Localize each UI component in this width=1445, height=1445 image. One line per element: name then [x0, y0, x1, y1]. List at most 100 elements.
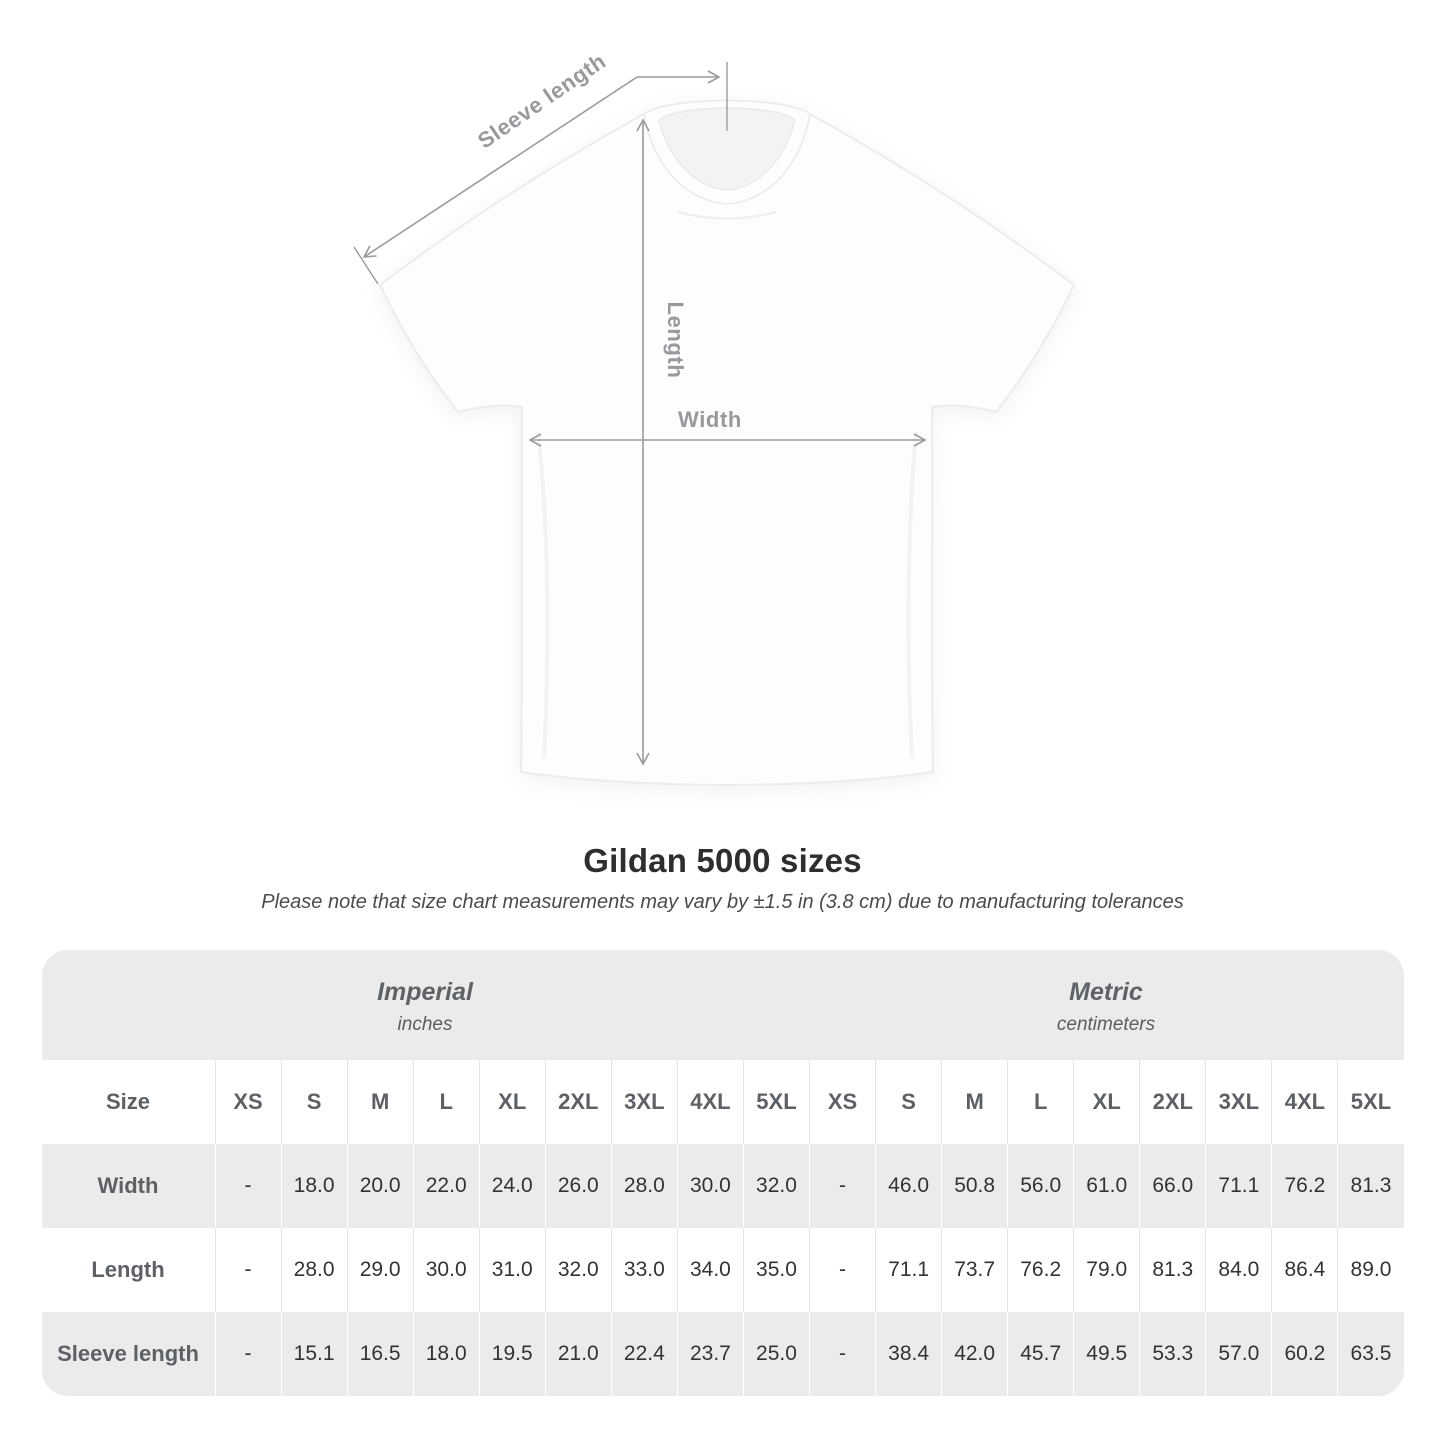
measurement-value: 29.0 — [346, 1228, 413, 1312]
measurement-value: 63.5 — [1337, 1312, 1403, 1396]
measurement-value: 33.0 — [610, 1228, 677, 1312]
measurement-value: 35.0 — [742, 1228, 809, 1312]
measurement-value: 19.5 — [478, 1312, 545, 1396]
measurement-value: 71.1 — [875, 1228, 941, 1312]
size-header-imperial-4xl: 4XL — [676, 1060, 743, 1144]
measurement-value: 20.0 — [346, 1144, 413, 1228]
measurement-value: 86.4 — [1271, 1228, 1337, 1312]
size-header-metric-3xl: 3XL — [1205, 1060, 1271, 1144]
measurement-value: 38.4 — [875, 1312, 941, 1396]
fold-shadow-right — [906, 431, 918, 759]
page-title: Gildan 5000 sizes — [583, 842, 862, 879]
size-header-metric-m: M — [941, 1060, 1007, 1144]
measurement-value: 31.0 — [478, 1228, 545, 1312]
measurement-value: 46.0 — [875, 1144, 941, 1228]
size-header-imperial-5xl: 5XL — [742, 1060, 809, 1144]
measurement-value: 53.3 — [1139, 1312, 1205, 1396]
measurement-value: 18.0 — [412, 1312, 479, 1396]
measurement-value: 15.1 — [280, 1312, 347, 1396]
measurement-value: 45.7 — [1007, 1312, 1073, 1396]
tshirt-measurement-diagram: Length Width Sleeve length — [353, 48, 1076, 787]
measurement-value: 18.0 — [280, 1144, 347, 1228]
measurement-value: 22.4 — [610, 1312, 677, 1396]
measurement-value: 76.2 — [1271, 1144, 1337, 1228]
size-header-metric-l: L — [1007, 1060, 1073, 1144]
measurement-value: 71.1 — [1205, 1144, 1271, 1228]
size-chart-table: Imperial inches Metric centimeters Size … — [41, 950, 1404, 1396]
measurement-value: 56.0 — [1007, 1144, 1073, 1228]
unit-group-imperial: Imperial inches — [42, 950, 809, 1060]
measurement-rows: Width -18.0 20.0 22.0 24.0 26.0 28.0 30.0 32.0-4… — [41, 1144, 1404, 1396]
measurement-value: 60.2 — [1271, 1312, 1337, 1396]
measurement-value: 24.0 — [478, 1144, 545, 1228]
measurement-value: - — [809, 1144, 875, 1228]
measurement-value: 81.3 — [1337, 1144, 1403, 1228]
measurement-row-length: Length -28.0 29.0 30.0 31.0 32.0 33.0 34.0 35.0-… — [41, 1228, 1404, 1312]
measurement-value: 21.0 — [544, 1312, 611, 1396]
width-label: Width — [678, 407, 742, 432]
size-header-metric-2xl: 2XL — [1139, 1060, 1205, 1144]
measurement-value: 30.0 — [412, 1228, 479, 1312]
size-header-row: Size XS S M L XL 2XL 3XL 4XL 5XL XS S M L XL 2XL 3XL 4XL… — [41, 1060, 1404, 1144]
measurement-value: 66.0 — [1139, 1144, 1205, 1228]
size-header-imperial-xl: XL — [478, 1060, 545, 1144]
size-header-metric-xl: XL — [1073, 1060, 1139, 1144]
measurement-row-width: Width -18.0 20.0 22.0 24.0 26.0 28.0 30.0 32.0-4… — [41, 1144, 1404, 1228]
row-label: Width — [97, 1173, 159, 1198]
measurement-value: 28.0 — [280, 1228, 347, 1312]
measurement-value: 73.7 — [941, 1228, 1007, 1312]
tshirt-diagram-svg: Length Width Sleeve length — [353, 48, 1076, 787]
metric-group-unit: centimeters — [1056, 1014, 1156, 1035]
title-block: Gildan 5000 sizes Please note that size … — [0, 842, 1445, 914]
unit-group-metric: Metric centimeters — [809, 950, 1404, 1060]
measurement-value: 61.0 — [1073, 1144, 1139, 1228]
measurement-value: 34.0 — [676, 1228, 743, 1312]
size-header-metric-xs: XS — [809, 1060, 875, 1144]
measurement-value: - — [214, 1228, 281, 1312]
unit-group-row: Imperial inches Metric centimeters — [41, 950, 1404, 1060]
measurement-value: - — [809, 1312, 875, 1396]
sleeve-length-dimension-line — [362, 70, 721, 258]
measurement-value: 79.0 — [1073, 1228, 1139, 1312]
sleeve-extension-tick — [353, 246, 379, 285]
measurement-value: - — [214, 1312, 281, 1396]
size-header-metric-4xl: 4XL — [1271, 1060, 1337, 1144]
size-header-imperial-l: L — [412, 1060, 479, 1144]
measurement-value: 28.0 — [610, 1144, 677, 1228]
size-column-header: Size — [105, 1089, 151, 1114]
measurement-value: 26.0 — [544, 1144, 611, 1228]
row-label: Sleeve length — [57, 1341, 199, 1366]
size-header-imperial-s: S — [280, 1060, 347, 1144]
tshirt-body-shape — [378, 113, 1076, 787]
measurement-value: 32.0 — [544, 1228, 611, 1312]
row-label: Length — [91, 1257, 165, 1282]
size-header-metric-s: S — [875, 1060, 941, 1144]
sleeve-length-label: Sleeve length — [473, 48, 610, 153]
measurement-value: 76.2 — [1007, 1228, 1073, 1312]
measurement-value: 81.3 — [1139, 1228, 1205, 1312]
measurement-value: - — [809, 1228, 875, 1312]
size-header-metric-5xl: 5XL — [1337, 1060, 1403, 1144]
metric-group-label: Metric — [1069, 978, 1143, 1006]
size-header-imperial-xs: XS — [214, 1060, 281, 1144]
size-header-imperial-3xl: 3XL — [610, 1060, 677, 1144]
tshirt-graphic — [378, 99, 1076, 787]
measurement-value: 23.7 — [676, 1312, 743, 1396]
imperial-group-unit: inches — [397, 1014, 453, 1035]
measurement-value: 89.0 — [1337, 1228, 1403, 1312]
measurement-value: 16.5 — [346, 1312, 413, 1396]
size-header-imperial-2xl: 2XL — [544, 1060, 611, 1144]
fold-shadow-left — [536, 431, 550, 759]
measurement-row-sleeve-length: Sleeve length -15.1 16.5 18.0 19.5 21.0 22.4 23… — [41, 1312, 1404, 1396]
length-label: Length — [663, 302, 688, 379]
measurement-value: - — [214, 1144, 281, 1228]
measurement-value: 50.8 — [941, 1144, 1007, 1228]
measurement-value: 57.0 — [1205, 1312, 1271, 1396]
measurement-value: 42.0 — [941, 1312, 1007, 1396]
measurement-value: 25.0 — [742, 1312, 809, 1396]
measurement-value: 49.5 — [1073, 1312, 1139, 1396]
size-header-imperial-m: M — [346, 1060, 413, 1144]
measurement-value: 84.0 — [1205, 1228, 1271, 1312]
measurement-value: 22.0 — [412, 1144, 479, 1228]
